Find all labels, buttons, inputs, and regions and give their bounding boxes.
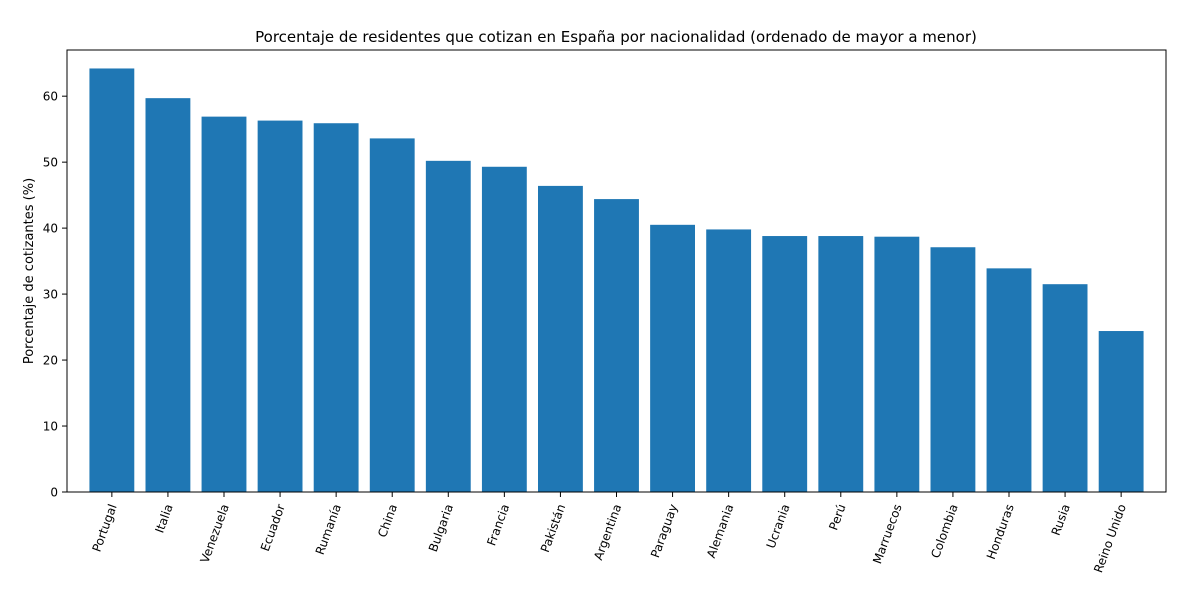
bar-reino-unido (1098, 331, 1144, 492)
bar-ecuador (257, 120, 303, 492)
x-tick-label: Venezuela (198, 502, 232, 565)
x-tick-label: Ecuador (258, 502, 288, 553)
x-tick-label: Rusia (1049, 502, 1073, 537)
bar-colombia (930, 247, 976, 492)
bars-layer (89, 68, 1144, 492)
x-tick-label: Reino Unido (1091, 502, 1129, 574)
y-tick-label: 40 (43, 222, 58, 236)
x-tick-label: Portugal (90, 502, 120, 553)
x-tick-label: Marruecos (870, 502, 905, 566)
bar-argentina (594, 199, 639, 492)
bar-china (369, 138, 415, 492)
y-axis-title: Porcentaje de cotizantes (%) (22, 178, 37, 364)
bar-bulgaria (425, 160, 471, 492)
x-tick-label: Honduras (984, 502, 1017, 561)
x-tick-label: Italia (152, 502, 175, 535)
plot-frame (66, 49, 1167, 493)
y-tick-label: 50 (43, 156, 58, 170)
x-tick-label: Bulgaria (426, 502, 456, 554)
bar-venezuela (201, 116, 247, 492)
chart-title: Porcentaje de residentes que cotizan en … (255, 28, 977, 46)
y-axis: 0 10 20 30 40 50 60 (43, 90, 67, 500)
y-tick-label: 10 (43, 420, 58, 434)
bar-pakistán (538, 185, 583, 492)
y-tick-label: 30 (43, 288, 58, 302)
bar-italia (145, 98, 191, 492)
bar-portugal (89, 68, 135, 492)
bar-rusia (1042, 284, 1088, 492)
x-tick-label: Ucrania (764, 502, 793, 550)
x-tick-label: Rumanía (313, 502, 344, 556)
bar-rumanía (313, 123, 359, 492)
y-tick-label: 20 (43, 354, 58, 368)
x-tick-label: Argentina (591, 502, 624, 562)
bar-ucrania (762, 236, 808, 492)
x-tick-label: Perú (826, 502, 848, 532)
x-axis: Portugal Italia Venezuela Ecuador Rumanía Chi… (90, 492, 1129, 575)
bar-alemania (706, 229, 752, 492)
x-tick-label: Pakistán (538, 502, 568, 554)
x-tick-label: Alemania (704, 502, 736, 560)
y-tick-label: 60 (43, 90, 58, 104)
bar-perú (818, 236, 864, 492)
x-tick-label: China (375, 502, 400, 539)
x-tick-label: Colombia (928, 502, 960, 560)
x-tick-label: Paraguay (648, 502, 680, 559)
y-tick-label: 0 (50, 486, 58, 500)
bar-francia (481, 166, 527, 492)
bar-honduras (986, 268, 1032, 492)
bar-marruecos (874, 236, 920, 492)
x-tick-label: Francia (484, 502, 512, 547)
bar-paraguay (650, 224, 695, 492)
